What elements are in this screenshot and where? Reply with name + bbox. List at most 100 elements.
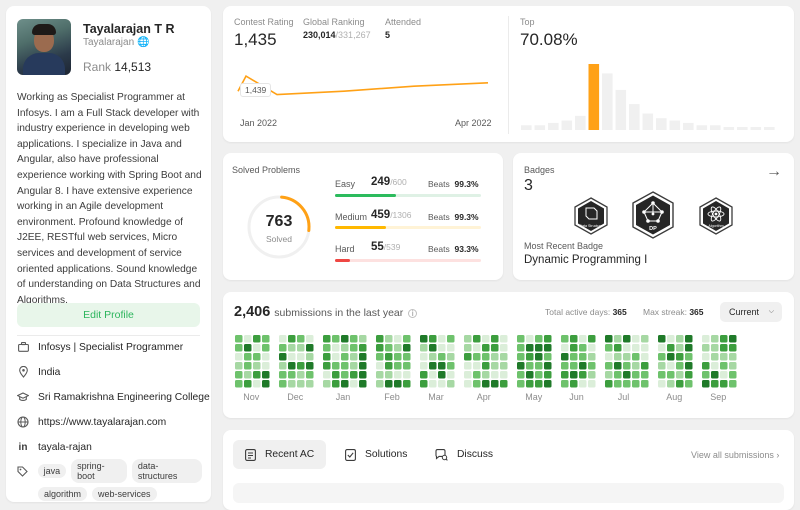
top-histogram[interactable] (521, 62, 783, 130)
heatmap-cell (579, 344, 587, 352)
heatmap-cell (500, 371, 508, 379)
month-label-jan: Jan (335, 392, 351, 402)
tag-data-structures[interactable]: data-structures (131, 459, 203, 483)
heatmap-cell (323, 344, 331, 352)
heatmap-cell (720, 380, 728, 388)
atom-badge-icon[interactable]: Algorithm (697, 196, 735, 236)
heatmap-cell (588, 335, 596, 343)
heatmap-cell (244, 353, 252, 361)
view-all-submissions-link[interactable]: View all submissions › (691, 450, 780, 460)
cube-badge-icon[interactable]: Data Structure (572, 196, 610, 236)
heatmap-cell (641, 335, 649, 343)
heatmap-cell (262, 380, 270, 388)
school-row: Sri Ramakrishna Engineering College (17, 391, 210, 403)
profile-bio: Working as Specialist Programmer at Info… (17, 92, 202, 306)
heatmap-cell (253, 371, 261, 379)
heatmap-cell (685, 371, 693, 379)
heatmap-cell (332, 344, 340, 352)
heatmap-cell (403, 353, 411, 361)
heatmap-cell (473, 371, 481, 379)
heatmap-cell (588, 353, 596, 361)
heatmap-cell (447, 353, 455, 361)
tag-algorithm[interactable]: algorithm (38, 487, 88, 501)
heatmap-cell (711, 380, 719, 388)
heatmap-cell (570, 371, 578, 379)
heatmap-cell (350, 380, 358, 388)
arrow-right-icon[interactable]: → (766, 163, 782, 180)
period-select[interactable]: Current ⌵ (720, 302, 782, 322)
heatmap-cell (623, 380, 631, 388)
heatmap-cell (394, 353, 402, 361)
tab-solutions[interactable]: Solutions (333, 440, 419, 469)
heatmap-cell (588, 380, 596, 388)
heatmap-cell (473, 335, 481, 343)
heatmap-cell (438, 353, 446, 361)
histogram-bar (575, 115, 586, 130)
heatmap-cell (376, 335, 384, 343)
heatmap-cell (420, 380, 428, 388)
easy-label: Easy (335, 179, 356, 189)
tab-recent-ac[interactable]: Recent AC (233, 440, 327, 469)
heatmap-cell (720, 344, 728, 352)
heatmap-cell (526, 344, 534, 352)
heatmap-cell (517, 380, 525, 388)
heatmap-cell (711, 344, 719, 352)
website-link[interactable]: https://www.tayalarajan.com (38, 416, 167, 428)
histogram-bar (696, 125, 708, 130)
heatmap-cell (579, 380, 587, 388)
heatmap-cell (323, 335, 331, 343)
month-label-jun: Jun (569, 392, 584, 402)
heatmap-cell (579, 353, 587, 361)
rating-chart[interactable] (234, 62, 504, 112)
heatmap-cell (235, 371, 243, 379)
linkedin-link[interactable]: tayala-rajan (38, 441, 92, 453)
heatmap-cell (323, 371, 331, 379)
heatmap-cell (262, 353, 270, 361)
heatmap-cell (544, 371, 552, 379)
heatmap-cell (711, 335, 719, 343)
tab-discuss[interactable]: Discuss (423, 440, 505, 469)
heatmap-cell (288, 344, 296, 352)
histogram-bar (723, 127, 735, 130)
heatmap-cell (570, 362, 578, 370)
heatmap-cell (702, 371, 710, 379)
heatmap-cell (570, 344, 578, 352)
heatmap-cell (420, 371, 428, 379)
recent-badge-label: Most Recent Badge (524, 241, 604, 251)
heatmap-cell (297, 371, 305, 379)
heatmap-cell (667, 362, 675, 370)
edit-profile-button[interactable]: Edit Profile (17, 303, 200, 327)
graph-badge-icon[interactable]: DP (630, 190, 676, 240)
heatmap-cell (517, 344, 525, 352)
tag-spring-boot[interactable]: spring-boot (71, 459, 127, 483)
heatmap-cell (394, 362, 402, 370)
heatmap-cell (341, 380, 349, 388)
heatmap-cell (544, 362, 552, 370)
submission-heatmap[interactable] (235, 332, 785, 392)
heatmap-cell (517, 371, 525, 379)
heatmap-cell (385, 371, 393, 379)
heatmap-cell (429, 335, 437, 343)
heatmap-cell (614, 353, 622, 361)
heatmap-cell (473, 380, 481, 388)
heatmap-cell (517, 335, 525, 343)
avatar[interactable] (17, 19, 71, 75)
heatmap-cell (464, 335, 472, 343)
histogram-bar (710, 125, 721, 130)
histogram-bar (683, 122, 694, 130)
heatmap-cell (262, 344, 270, 352)
heatmap-cell (658, 335, 666, 343)
tag-web-services[interactable]: web-services (92, 487, 157, 501)
heatmap-cell (235, 353, 243, 361)
attended-label: Attended (385, 17, 422, 27)
heatmap-cell (535, 380, 543, 388)
heatmap-cell (279, 344, 287, 352)
heatmap-cell (729, 344, 737, 352)
svg-text:DP: DP (649, 226, 657, 232)
total-active-days: Total active days: 365 (545, 307, 627, 317)
heatmap-cell (685, 353, 693, 361)
info-icon[interactable]: i (408, 309, 418, 318)
recent-list-placeholder (233, 483, 784, 503)
heatmap-cell (350, 335, 358, 343)
tag-java[interactable]: java (37, 464, 67, 478)
